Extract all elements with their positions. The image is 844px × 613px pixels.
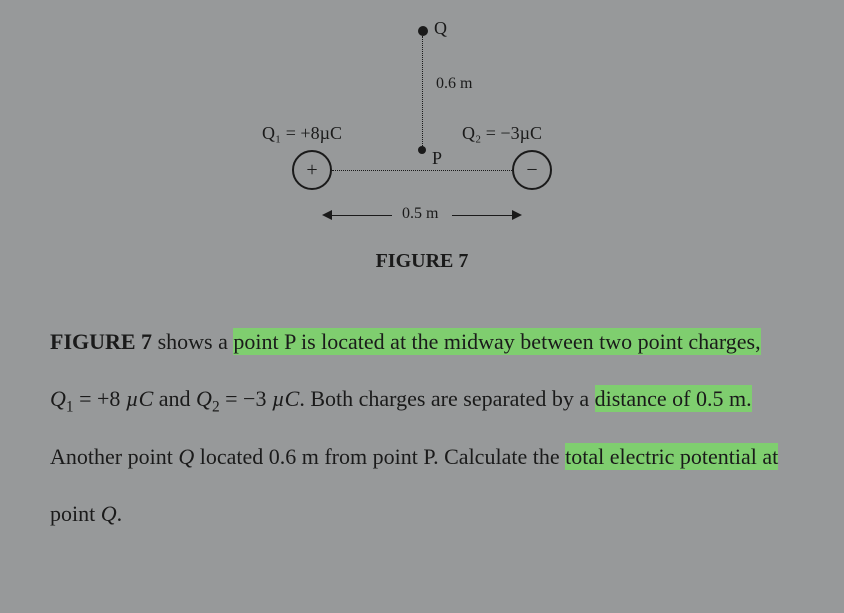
and-text: and <box>153 386 196 411</box>
page: Q 0.6 m Q₁ = +8µC + Q₂ = −3µC − P 0.5 m … <box>0 0 844 613</box>
text-3: Another point <box>50 444 178 469</box>
point-q-dot <box>418 26 428 36</box>
horizontal-dashed-line <box>332 170 512 171</box>
q2-sub: 2 <box>212 399 220 416</box>
q-var: Q <box>178 444 194 469</box>
vertical-distance-label: 0.6 m <box>436 75 472 93</box>
arrow-left-icon <box>322 210 332 220</box>
problem-text: FIGURE 7 shows a point P is located at t… <box>50 313 794 542</box>
q2-charge-circle: − <box>512 150 552 190</box>
point-p-dot <box>418 146 426 154</box>
q-var-2: Q <box>101 501 117 526</box>
distance-arrow-right <box>452 215 512 216</box>
point-p-label: P <box>432 148 442 169</box>
text-6: . <box>117 501 123 526</box>
horizontal-distance-label: 0.5 m <box>402 205 438 223</box>
distance-arrow-left <box>332 215 392 216</box>
mu1: µC <box>126 386 153 411</box>
q1-sub: 1 <box>66 399 74 416</box>
q1-charge-circle: + <box>292 150 332 190</box>
vertical-dashed-line <box>422 36 423 146</box>
q1-var: Q <box>50 386 66 411</box>
arrow-right-icon <box>512 210 522 220</box>
q2-label: Q₂ = −3µC <box>462 123 542 144</box>
highlight-2: distance of 0.5 m. <box>595 385 752 412</box>
eq1: = +8 <box>74 386 126 411</box>
figure-ref: FIGURE 7 <box>50 329 152 354</box>
highlight-3: total electric potential at <box>565 443 778 470</box>
highlight-1: point P is located at the midway between… <box>233 328 760 355</box>
figure-caption: FIGURE 7 <box>50 250 794 273</box>
point-q-label: Q <box>434 18 447 39</box>
text-2: . Both charges are separated by a <box>299 386 594 411</box>
text-5: point <box>50 501 101 526</box>
mu2: µC <box>272 386 299 411</box>
plus-icon: + <box>306 159 317 182</box>
q1-label: Q₁ = +8µC <box>262 123 342 144</box>
q2-var: Q <box>196 386 212 411</box>
minus-icon: − <box>526 159 537 182</box>
physics-diagram: Q 0.6 m Q₁ = +8µC + Q₂ = −3µC − P 0.5 m <box>252 20 592 240</box>
eq2: = −3 <box>220 386 272 411</box>
text-4: located 0.6 m from point P. Calculate th… <box>194 444 565 469</box>
text-1: shows a <box>152 329 233 354</box>
